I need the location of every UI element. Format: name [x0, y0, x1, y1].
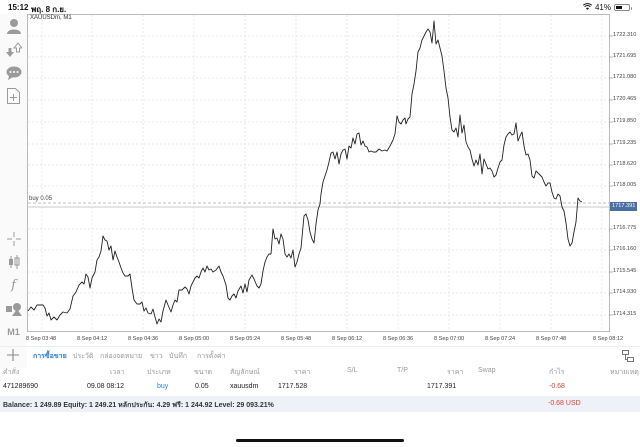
time-tick: 8 Sep 05:00 [179, 336, 210, 342]
time-tick: 8 Sep 08:12 [593, 336, 624, 342]
header-price: ราคา [294, 369, 311, 376]
layout-toggle-icon[interactable] [622, 349, 634, 362]
price-chart[interactable]: XAUUSDm, M1 buy 0.05 1722.310 1721.695 1… [26, 14, 640, 346]
account-summary: Balance: 1 249.89 Equity: 1 249.21 หลักป… [0, 396, 640, 412]
tab-journal[interactable]: บันทึก [169, 353, 188, 360]
price-tick: 1716.775 [613, 225, 637, 231]
time-tick: 8 Sep 05:24 [230, 336, 261, 342]
status-bar: 15:12 พฤ. 8 ก.ย. 41% [0, 0, 640, 14]
wifi-icon [582, 3, 593, 12]
price-tick: 1721.695 [613, 53, 637, 59]
battery-percent: 41% [594, 3, 611, 12]
header-comment: หมายเหตุ [610, 369, 639, 376]
buy-order-label: buy 0.05 [29, 196, 53, 202]
shapes-icon[interactable] [4, 299, 23, 318]
crosshair-icon[interactable] [4, 229, 23, 248]
time-tick: 8 Sep 07:24 [485, 336, 516, 342]
tab-settings[interactable]: การตั้งค่า [197, 353, 226, 360]
total-profit: -0.68 USD [548, 400, 581, 407]
status-right: 41% [582, 3, 632, 12]
header-sl: S/L [347, 367, 358, 374]
trade-table-header: คำสั่ง เวลา ประเภท ขนาด สัญลักษณ์ ราคา S… [0, 363, 640, 377]
add-icon[interactable] [6, 348, 20, 362]
header-profit: กำไร [549, 369, 565, 376]
order-type: buy [157, 383, 169, 390]
header-current-price: ราคา [447, 369, 464, 376]
tab-history[interactable]: ประวัติ [73, 353, 94, 360]
symbol-timeframe-label: XAUUSDm, M1 [30, 15, 72, 21]
balance-summary: Balance: 1 249.89 Equity: 1 249.21 หลักป… [3, 402, 274, 409]
price-tick: 1720.465 [613, 96, 637, 102]
header-tp: T/P [397, 367, 408, 374]
header-symbol: สัญลักษณ์ [230, 369, 260, 376]
price-tick: 1718.005 [613, 182, 637, 188]
header-type: ประเภท [147, 369, 171, 376]
order-id: 471289690 [3, 383, 39, 390]
price-tick: 1719.235 [613, 140, 637, 146]
candlestick-icon[interactable] [4, 252, 23, 271]
time-tick: 8 Sep 07:00 [434, 336, 465, 342]
clock: 15:12 [8, 3, 29, 12]
price-tick: 1719.850 [613, 118, 637, 124]
price-tick: 1721.080 [613, 74, 637, 80]
position-row[interactable]: 471289690 09.08 08:12 buy 0.05 xauusdm 1… [0, 378, 640, 396]
date: พฤ. 8 ก.ย. [31, 5, 67, 14]
chat-bubble-icon[interactable] [4, 63, 23, 82]
price-tick: 1718.620 [613, 161, 637, 167]
time-tick: 8 Sep 07:48 [536, 336, 567, 342]
function-icon[interactable]: f [11, 278, 16, 293]
battery-icon [614, 4, 632, 11]
home-indicator[interactable] [236, 439, 404, 442]
price-tick: 1714.315 [613, 311, 637, 317]
price-tick: 1716.160 [613, 246, 637, 252]
time-tick: 8 Sep 05:48 [281, 336, 312, 342]
left-toolbar: f M1 [0, 14, 27, 368]
user-icon[interactable] [4, 16, 23, 35]
tab-news[interactable]: ข่าว [150, 353, 163, 360]
timeframe-button[interactable]: M1 [7, 326, 20, 337]
order-size: 0.05 [195, 383, 209, 390]
header-size: ขนาด [194, 369, 213, 376]
time-tick: 8 Sep 03:48 [26, 336, 57, 342]
tab-trade[interactable]: การซื้อขาย [33, 353, 67, 360]
order-time: 09.08 08:12 [87, 383, 124, 390]
current-price: 1717.391 [427, 383, 457, 390]
header-order: คำสั่ง [3, 369, 20, 376]
price-line [27, 20, 583, 325]
price-tick: 1722.310 [613, 32, 637, 38]
header-time: เวลา [110, 369, 125, 376]
order-profit: -0.68 [549, 383, 565, 390]
time-tick: 8 Sep 06:12 [332, 336, 363, 342]
chart-canvas [27, 14, 613, 332]
buy-sell-arrows-icon[interactable] [4, 40, 23, 59]
time-tick: 8 Sep 06:36 [383, 336, 414, 342]
current-price-marker: 1717.391 [610, 202, 638, 211]
header-swap: Swap [478, 367, 496, 374]
time-tick: 8 Sep 04:12 [77, 336, 108, 342]
price-tick: 1714.930 [613, 289, 637, 295]
tab-mailbox[interactable]: กล่องจดหมาย [100, 353, 143, 360]
price-tick: 1715.545 [613, 268, 637, 274]
document-plus-icon[interactable] [4, 86, 23, 105]
order-symbol: xauusdm [230, 383, 259, 390]
time-tick: 8 Sep 04:36 [128, 336, 159, 342]
open-price: 1717.528 [278, 383, 308, 390]
toolbox-tabs: การซื้อขาย ประวัติ กล่องจดหมาย ข่าว บันท… [0, 346, 640, 363]
